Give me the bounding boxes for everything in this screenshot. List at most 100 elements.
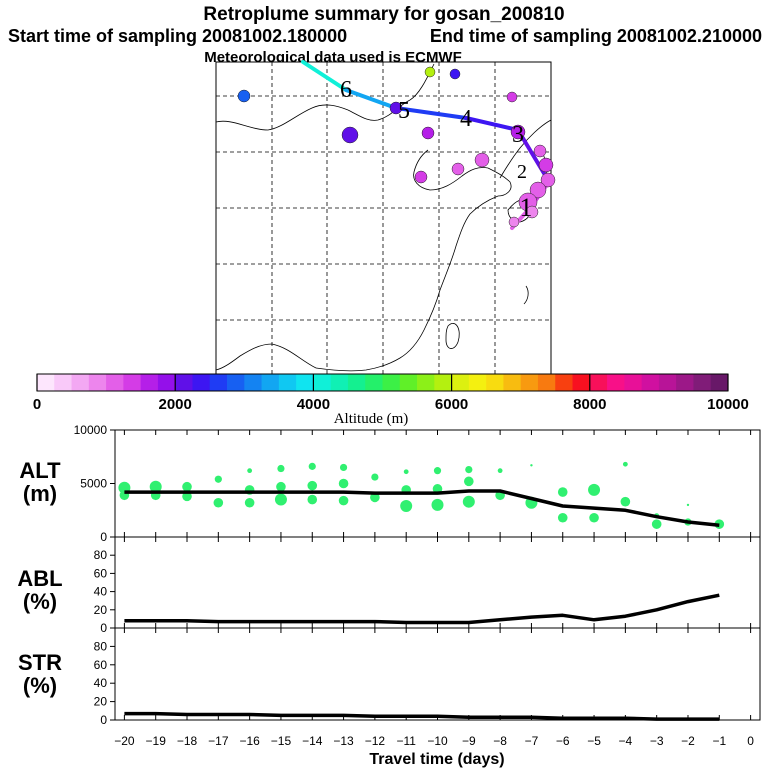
panel-frame (114, 536, 761, 629)
x-axis-title: Travel time (days) (369, 751, 504, 768)
alt-scatter-point (149, 480, 162, 493)
alt-scatter-point (274, 493, 287, 506)
alt-scatter-point (276, 481, 286, 492)
map-marker (421, 126, 435, 140)
x-tick-label: −11 (396, 734, 416, 748)
alt-scatter-point (589, 512, 599, 523)
colorbar-swatch (278, 374, 297, 391)
altitude-colorbar: 0 2000 4000 6000 8000 10000 (33, 373, 749, 413)
colorbar-swatch (503, 374, 522, 391)
panel-frame (114, 429, 761, 538)
x-tick-label: −12 (365, 734, 386, 748)
x-tick-label: −6 (556, 734, 570, 748)
colorbar-swatch (175, 374, 193, 391)
map-marker (451, 162, 465, 176)
map-marker (533, 144, 547, 158)
trajectory-segment (344, 88, 398, 110)
alt-scatter-point (465, 465, 473, 474)
x-tick-label: −4 (619, 734, 633, 748)
map-marker (237, 89, 251, 103)
x-tick-label: −13 (333, 734, 354, 748)
colorbar-swatch (537, 374, 556, 391)
trajectory-segment (394, 106, 468, 120)
colorbar-swatch (157, 374, 176, 391)
str-y-tick-label: 0 (100, 713, 107, 727)
x-tick-label: −14 (302, 734, 323, 748)
str-panel: 0 20 40 60 80 (94, 627, 761, 727)
colorbar-tick-label: 2000 (159, 396, 192, 413)
alt-scatter-point (371, 473, 379, 481)
map-gridlines (216, 62, 551, 374)
alt-scatter-point (214, 475, 222, 483)
colorbar-swatch (710, 374, 729, 391)
alt-scatter-point (307, 480, 318, 491)
alt-scatter-point (403, 469, 409, 475)
trajectory-map: 6 5 4 3 2 1 (215, 60, 556, 375)
start-time-label: Start time of sampling 20081002.180000 (8, 26, 347, 46)
colorbar-swatch (572, 374, 591, 391)
alt-scatter-point (530, 464, 533, 467)
colorbar-swatch (555, 374, 573, 391)
alt-scatter-point (338, 495, 349, 506)
x-tick-label: −17 (208, 734, 229, 748)
alt-panel-label: ALT (19, 458, 61, 483)
map-marker (506, 91, 518, 103)
alt-scatter-point (651, 519, 662, 529)
colorbar-swatch (209, 374, 228, 391)
str-panel-unit: (%) (23, 673, 57, 698)
alt-scatter-point (247, 468, 253, 474)
alt-scatter-point (686, 503, 690, 507)
alt-scatter-point (620, 496, 631, 507)
x-tick-label: 0 (747, 734, 754, 748)
alt-scatter-point (244, 497, 255, 508)
colorbar-swatch (382, 374, 401, 391)
figure-title: Retroplume summary for gosan_200810 (203, 4, 564, 25)
traj-label-5: 5 (398, 98, 410, 124)
colorbar-swatch (589, 374, 608, 391)
x-tick-label: −1 (712, 734, 726, 748)
colorbar-swatch (296, 374, 314, 391)
colorbar-swatch (192, 374, 211, 391)
colorbar-swatch (227, 374, 245, 391)
str-y-tick-label: 40 (94, 676, 108, 690)
alt-scatter-point (213, 497, 224, 508)
colorbar-swatch (347, 374, 366, 391)
alt-y-tick-label: 0 (100, 530, 107, 544)
colorbar-swatch (37, 374, 55, 391)
x-tick-label: −18 (177, 734, 198, 748)
panel-frame (114, 627, 761, 721)
x-axis: −20 −19 −18 −17 −16 −15 −14 −13 −12 −11 −10 −9 −8 −7−… (114, 734, 754, 748)
trajectory-markers (237, 66, 556, 228)
colorbar-tick-label: 6000 (435, 396, 468, 413)
end-time-label: End time of sampling 20081002.210000 (430, 26, 762, 46)
map-marker (510, 124, 526, 140)
str-line (124, 711, 720, 721)
trajectory-labels: 6 5 4 3 2 1 (340, 77, 533, 222)
map-marker (525, 205, 539, 219)
colorbar-swatch (313, 374, 332, 391)
alt-scatter-point (431, 498, 444, 511)
colorbar-swatch (244, 374, 262, 391)
alt-scatter-point (557, 487, 568, 497)
traj-label-3: 3 (512, 122, 524, 148)
colorbar-swatch (88, 374, 107, 391)
colorbar-swatch (451, 374, 470, 391)
trajectory-segment (516, 128, 550, 182)
colorbar-swatch (417, 374, 435, 391)
x-tick-label: −16 (239, 734, 260, 748)
colorbar-swatch (106, 374, 124, 391)
alt-scatter-point (622, 461, 628, 467)
x-tick-label: −7 (525, 734, 539, 748)
colorbar-tick-label: 10000 (707, 396, 749, 413)
colorbar-swatch (330, 374, 349, 391)
x-tick-label: −2 (681, 734, 695, 748)
alt-scatter-point (339, 463, 348, 472)
colorbar-swatch (676, 374, 694, 391)
traj-label-1: 1 (520, 193, 533, 222)
alt-scatter-point (497, 468, 503, 474)
trajectory-segment (301, 60, 348, 92)
colorbar-swatch (486, 374, 504, 391)
colorbar-swatch (399, 374, 418, 391)
x-tick-label: −10 (427, 734, 448, 748)
abl-panel-unit: (%) (23, 589, 57, 614)
